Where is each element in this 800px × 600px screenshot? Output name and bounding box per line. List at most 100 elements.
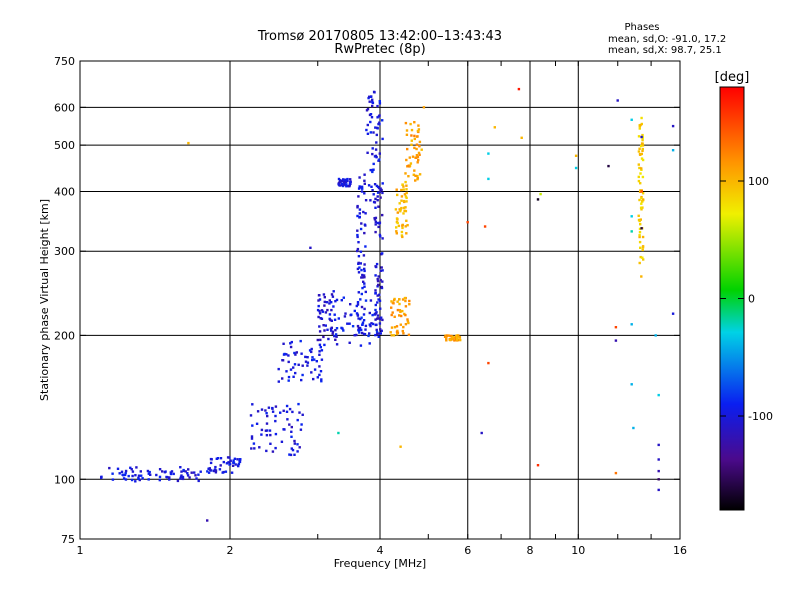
data-point — [378, 121, 381, 124]
data-point — [639, 182, 642, 185]
data-point — [483, 225, 487, 228]
data-point — [374, 220, 377, 223]
data-point — [283, 352, 286, 356]
data-point — [374, 230, 377, 234]
data-point — [377, 298, 380, 301]
data-point — [134, 480, 137, 483]
data-point — [219, 457, 223, 460]
data-point — [378, 114, 381, 117]
data-point — [657, 488, 660, 492]
data-point — [417, 128, 421, 131]
data-point — [228, 463, 231, 466]
data-point — [380, 316, 383, 319]
data-point — [405, 158, 408, 162]
data-point — [370, 185, 373, 188]
data-point — [395, 217, 399, 220]
data-point — [402, 325, 405, 329]
y-tick-label: 75 — [61, 533, 75, 546]
data-point — [320, 309, 324, 312]
x-tick-label: 4 — [377, 544, 384, 557]
data-point — [365, 128, 368, 132]
data-point — [265, 422, 269, 425]
data-point — [418, 173, 422, 176]
data-point — [445, 336, 448, 339]
data-point — [395, 230, 398, 233]
data-point — [363, 307, 366, 311]
data-point — [637, 163, 640, 166]
data-point — [369, 120, 372, 124]
y-tick-label: 750 — [54, 55, 75, 68]
data-point — [640, 157, 644, 160]
data-point — [638, 235, 641, 239]
data-point — [357, 327, 360, 330]
data-point — [449, 334, 452, 338]
data-point — [671, 124, 675, 128]
data-point — [320, 317, 324, 320]
data-point — [395, 188, 398, 191]
data-point — [265, 434, 269, 437]
data-point — [334, 329, 337, 332]
data-point — [289, 368, 293, 371]
data-point — [291, 448, 295, 452]
data-point — [234, 463, 237, 466]
data-point — [137, 477, 140, 481]
data-point — [218, 468, 222, 471]
data-point — [642, 258, 645, 261]
data-point — [364, 324, 368, 328]
data-point — [184, 470, 187, 473]
data-point — [399, 208, 402, 211]
data-point — [413, 146, 416, 150]
data-point — [391, 311, 394, 314]
y-tick-label: 400 — [54, 185, 75, 198]
data-point — [630, 118, 633, 121]
data-point — [179, 475, 183, 478]
data-point — [408, 156, 411, 159]
data-point — [616, 99, 619, 102]
data-point — [638, 261, 641, 265]
data-point — [638, 127, 641, 130]
data-point — [206, 519, 209, 522]
data-point — [373, 91, 376, 94]
data-point — [401, 224, 404, 227]
data-point — [334, 338, 337, 341]
data-point — [285, 410, 289, 413]
data-point — [222, 460, 225, 464]
data-point — [286, 418, 289, 421]
data-point — [298, 411, 301, 414]
data-point — [342, 181, 346, 184]
data-point — [373, 201, 377, 204]
data-point — [287, 360, 290, 364]
data-point — [331, 332, 334, 335]
data-point — [277, 380, 280, 383]
data-point — [374, 303, 377, 307]
data-point — [111, 478, 115, 481]
data-point — [406, 147, 409, 151]
x-tick-label: 8 — [527, 544, 534, 557]
data-point — [415, 143, 419, 146]
data-point — [290, 435, 293, 438]
data-point — [358, 216, 361, 219]
data-point — [318, 312, 322, 315]
data-point — [129, 466, 132, 469]
data-point — [364, 212, 367, 215]
data-point — [641, 246, 645, 249]
data-point — [378, 332, 381, 335]
data-point — [228, 456, 231, 459]
data-point — [335, 327, 339, 330]
data-point — [353, 309, 356, 313]
data-point — [395, 226, 398, 229]
data-point — [255, 422, 259, 425]
data-point — [378, 221, 382, 224]
data-point — [639, 153, 642, 156]
x-axis-ticks: 1 2 4 6 8 10 16 — [77, 61, 687, 557]
data-point — [330, 293, 334, 296]
data-point — [233, 457, 237, 460]
data-point — [364, 328, 367, 331]
data-point — [406, 320, 410, 323]
data-point — [158, 468, 162, 471]
data-point — [318, 343, 322, 346]
data-point — [287, 354, 290, 357]
data-point — [404, 121, 408, 125]
data-point — [269, 433, 272, 437]
data-point — [295, 351, 298, 354]
